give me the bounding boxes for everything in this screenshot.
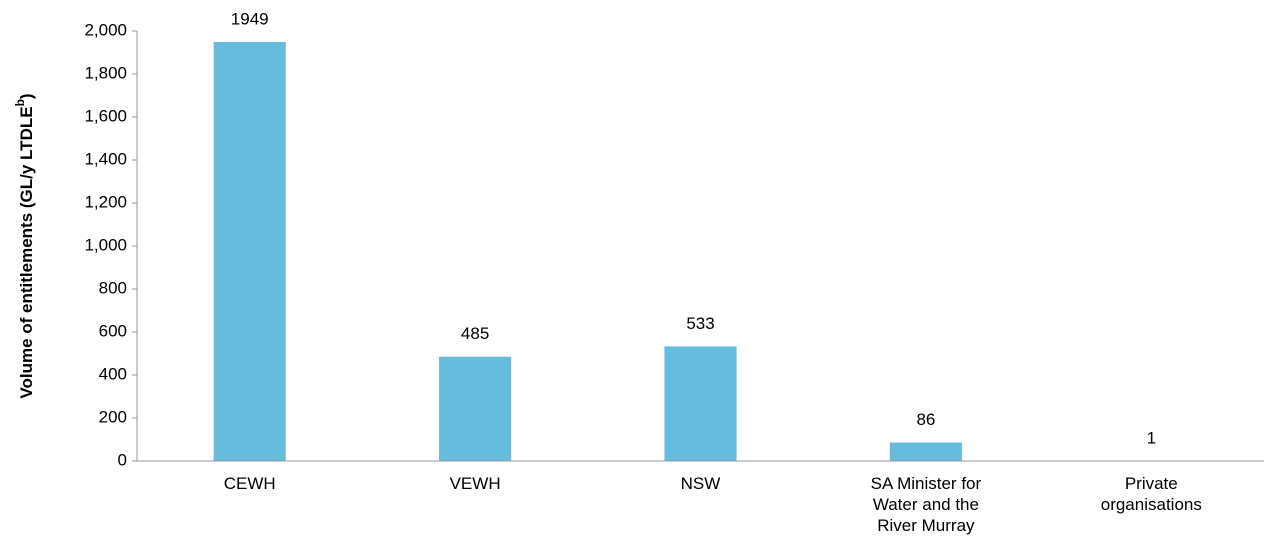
y-tick-label: 1,400 — [84, 149, 127, 168]
x-tick-label-line: River Murray — [877, 516, 975, 535]
value-label: 1949 — [231, 9, 269, 28]
y-tick-label: 1,200 — [84, 192, 127, 211]
x-tick-label-line: NSW — [681, 474, 721, 493]
x-tick-label: NSW — [681, 474, 721, 493]
x-tick-label: VEWH — [450, 474, 501, 493]
bar — [664, 346, 737, 461]
x-tick-label-line: CEWH — [224, 474, 276, 493]
y-tick-label: 800 — [99, 278, 127, 297]
y-axis-label-superscript: b — [13, 99, 27, 106]
y-tick-label: 1,600 — [84, 106, 127, 125]
x-tick-label-line: VEWH — [450, 474, 501, 493]
y-tick-label: 400 — [99, 364, 127, 383]
y-tick-label: 2,000 — [84, 20, 127, 39]
value-label: 86 — [916, 410, 935, 429]
value-label: 485 — [461, 324, 489, 343]
x-tick-label: CEWH — [224, 474, 276, 493]
bar — [889, 442, 962, 461]
y-tick-label: 1,800 — [84, 63, 127, 82]
y-axis-label-text: Volume of entitlements (GL/y LTDLE — [17, 106, 36, 398]
x-tick-label-line: Private — [1125, 474, 1178, 493]
x-tick-label: SA Minister for Water and the River Murray — [871, 474, 982, 535]
x-tick-label-line: SA Minister for — [871, 474, 982, 493]
y-axis-label: Volume of entitlements (GL/y LTDLEb) — [13, 93, 36, 398]
x-tick-label-line: organisations — [1101, 495, 1202, 514]
value-label: 533 — [686, 314, 714, 333]
y-tick-label: 200 — [99, 407, 127, 426]
y-tick-label: 600 — [99, 321, 127, 340]
y-tick-label: 0 — [118, 450, 127, 469]
bar — [439, 356, 512, 461]
y-tick-label: 1,000 — [84, 235, 127, 254]
x-tick-label: Private organisations — [1101, 474, 1202, 514]
y-axis-label-close: ) — [17, 93, 36, 99]
bar — [213, 41, 286, 462]
value-label: 1 — [1147, 428, 1156, 447]
x-tick-label-line: Water and the — [873, 495, 979, 514]
